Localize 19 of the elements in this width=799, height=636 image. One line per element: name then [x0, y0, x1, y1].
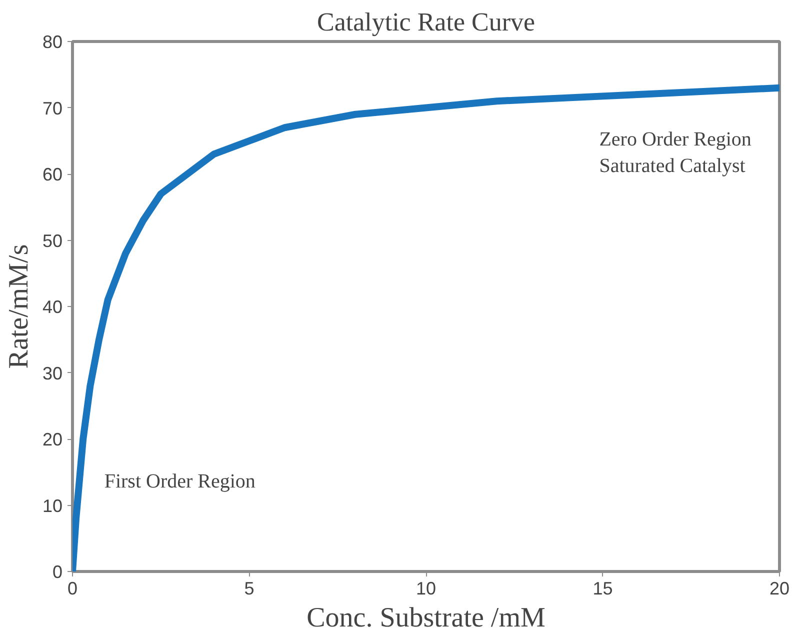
y-tick-label: 80 [42, 32, 63, 52]
chart-title: Catalytic Rate Curve [316, 8, 536, 36]
x-tick-label: 20 [769, 578, 790, 598]
y-tick-label: 50 [42, 230, 63, 251]
y-tick-label: 60 [42, 164, 63, 184]
y-tick-label: 10 [42, 496, 63, 516]
y-tick-label: 40 [42, 297, 63, 317]
annotation: Zero Order Region Saturated Catalyst [599, 128, 752, 177]
y-axis-title: Rate/mM/s [3, 244, 34, 369]
annotation: First Order Region [104, 470, 256, 492]
y-tick-label: 70 [42, 98, 63, 118]
x-tick-label: 10 [416, 578, 436, 598]
x-tick-label: 5 [244, 578, 254, 598]
y-tick-label: 0 [52, 562, 63, 582]
x-tick-label: 15 [592, 578, 613, 598]
x-axis-title: Conc. Substrate /mM [306, 602, 546, 634]
x-tick-label: 0 [67, 578, 78, 598]
y-tick-label: 20 [42, 430, 63, 450]
y-tick-label: 30 [42, 363, 63, 384]
